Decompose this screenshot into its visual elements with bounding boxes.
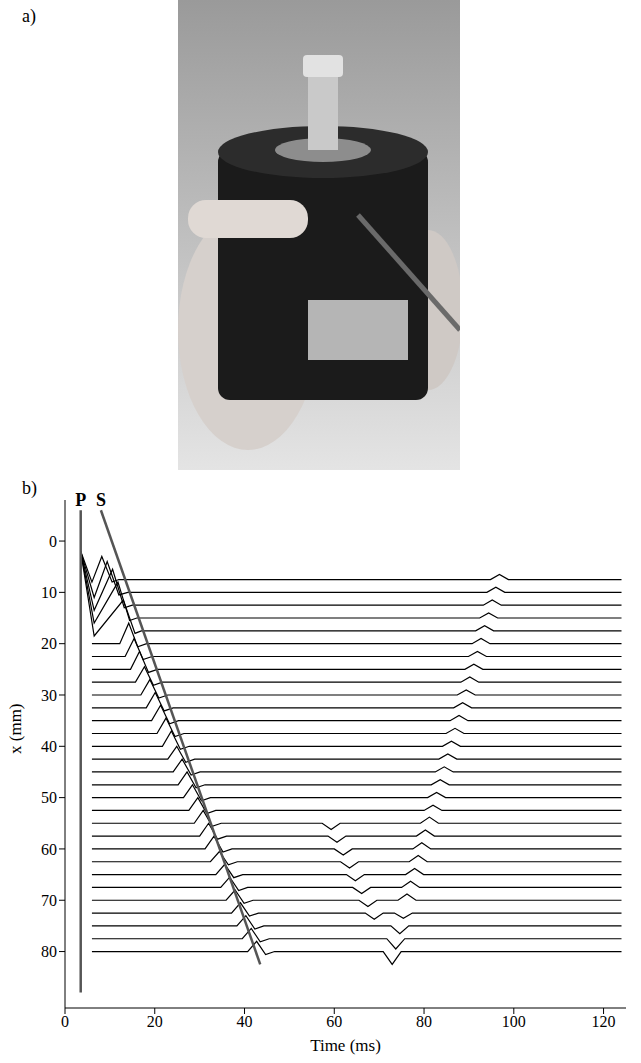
html-text:b): b) [22, 478, 37, 498]
svg-text:120: 120 [592, 1013, 616, 1030]
svg-text:Time (ms): Time (ms) [310, 1036, 381, 1055]
svg-text:60: 60 [326, 1013, 342, 1030]
svg-text:40: 40 [237, 1013, 253, 1030]
svg-text:50: 50 [41, 789, 57, 806]
svg-text:P: P [75, 490, 86, 510]
svg-text:30: 30 [41, 687, 57, 704]
svg-text:60: 60 [41, 841, 57, 858]
svg-text:100: 100 [502, 1013, 526, 1030]
svg-text:0: 0 [49, 533, 57, 550]
svg-text:S: S [96, 490, 106, 510]
svg-text:80: 80 [416, 1013, 432, 1030]
svg-text:x (mm): x (mm) [6, 703, 25, 754]
svg-text:70: 70 [41, 892, 57, 909]
svg-text:40: 40 [41, 738, 57, 755]
svg-text:80: 80 [41, 943, 57, 960]
svg-text:20: 20 [41, 635, 57, 652]
svg-text:20: 20 [147, 1013, 163, 1030]
svg-text:0: 0 [61, 1013, 69, 1030]
svg-text:10: 10 [41, 584, 57, 601]
html-text:a): a) [22, 6, 36, 26]
